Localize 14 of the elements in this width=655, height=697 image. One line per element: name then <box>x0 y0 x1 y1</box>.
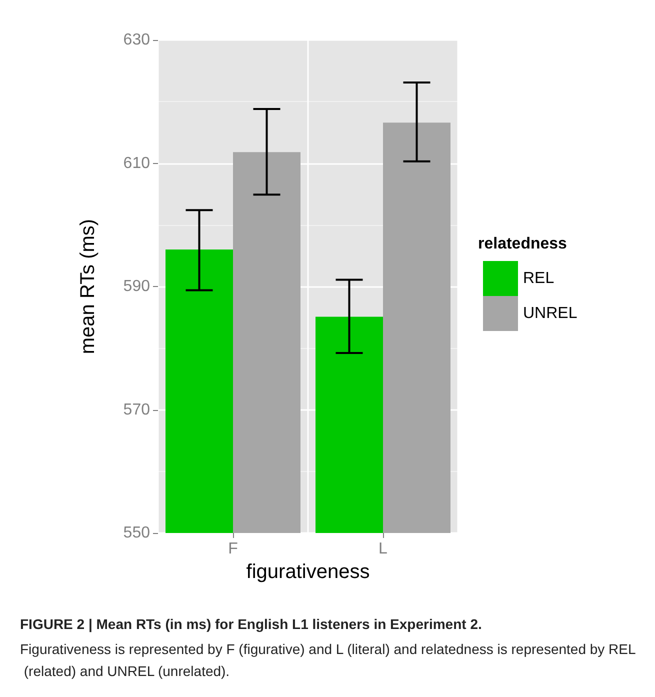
x-tick-label: F <box>228 540 238 558</box>
legend-label: REL <box>523 270 554 287</box>
legend-label: UNREL <box>523 305 578 322</box>
text: Figurativeness is represented by F (figurative) and L (literal) and relatedness is represented by REL (related) and UNREL (unrelated). <box>20 641 636 679</box>
x-axis-title: figurativeness <box>246 560 370 583</box>
y-tick-label: 550 <box>123 524 150 542</box>
y-tick-label: 590 <box>123 278 150 295</box>
y-axis-title: mean RTs (ms) <box>77 218 99 354</box>
x-tick-label: L <box>378 540 388 558</box>
y-tick-label: 610 <box>123 154 150 172</box>
caption: FIGURE 2 | Mean RTs (in ms) for English L1 listeners in Experiment 2. <box>20 616 482 633</box>
y-tick-label: 570 <box>123 401 150 418</box>
legend-title: relatedness <box>478 236 568 252</box>
y-tick-label: 630 <box>123 32 150 48</box>
